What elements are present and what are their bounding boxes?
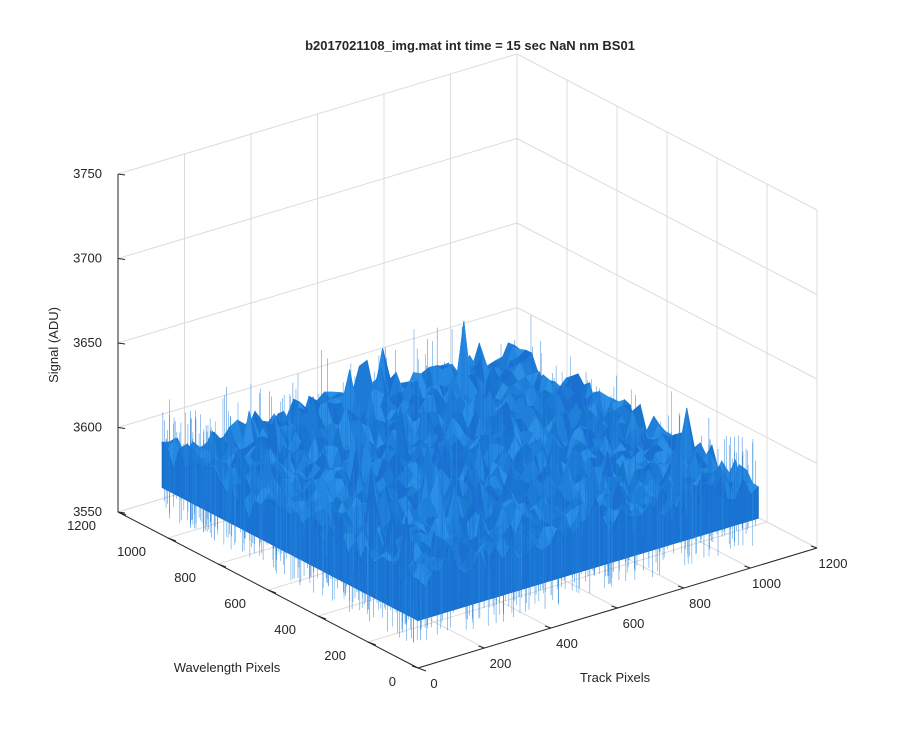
x-tick-label: 1000 bbox=[752, 576, 781, 591]
z-tick-label: 3600 bbox=[73, 420, 102, 435]
y-tick-label: 600 bbox=[224, 596, 246, 611]
x-tick bbox=[677, 585, 685, 589]
grid-line bbox=[516, 307, 818, 464]
x-tick bbox=[611, 605, 618, 609]
x-axis-label: Track Pixels bbox=[580, 670, 651, 685]
z-tick bbox=[117, 342, 126, 345]
y-tick bbox=[317, 615, 327, 620]
grid-line bbox=[117, 307, 518, 428]
y-tick bbox=[417, 667, 427, 672]
y-tick-label: 800 bbox=[174, 570, 196, 585]
y-tick bbox=[367, 641, 377, 646]
chart-title: b2017021108_img.mat int time = 15 sec Na… bbox=[305, 38, 635, 53]
z-tick-label: 3750 bbox=[73, 166, 102, 181]
x-tick bbox=[544, 625, 552, 629]
y-tick-label: 0 bbox=[389, 674, 396, 689]
y-tick bbox=[167, 537, 177, 542]
grid-line bbox=[516, 222, 818, 380]
z-tick-label: 3650 bbox=[73, 335, 102, 350]
grid-line bbox=[516, 53, 818, 211]
z-axis-label: Signal (ADU) bbox=[46, 307, 61, 383]
y-tick bbox=[267, 589, 277, 594]
tick-labels: 0 200 400 600 800 1000 1200 0 200 400 600 800 1000 12… bbox=[67, 166, 847, 691]
y-axis-label: Wavelength Pixels bbox=[174, 660, 281, 675]
grid-line bbox=[117, 53, 518, 175]
grid-line bbox=[117, 222, 518, 344]
x-tick-label: 800 bbox=[689, 596, 711, 611]
x-tick bbox=[744, 565, 751, 569]
x-tick-label: 0 bbox=[430, 676, 437, 691]
y-tick bbox=[217, 563, 227, 568]
grid-line bbox=[516, 138, 818, 295]
signal-surface bbox=[161, 315, 759, 643]
y-tick-label: 200 bbox=[324, 648, 346, 663]
z-tick-label: 3550 bbox=[73, 504, 102, 519]
x-tick-label: 400 bbox=[556, 636, 578, 651]
z-tick bbox=[117, 511, 126, 514]
x-tick-label: 1200 bbox=[819, 556, 848, 571]
z-tick bbox=[117, 173, 126, 176]
x-tick bbox=[810, 545, 818, 549]
y-tick-label: 1200 bbox=[67, 518, 96, 533]
y-tick-label: 400 bbox=[274, 622, 296, 637]
z-tick bbox=[117, 427, 126, 429]
tick-marks bbox=[117, 173, 818, 672]
z-tick-label: 3700 bbox=[73, 251, 102, 266]
z-tick bbox=[117, 258, 126, 260]
x-tick-label: 600 bbox=[623, 616, 645, 631]
x-tick-label: 200 bbox=[490, 656, 512, 671]
x-tick bbox=[411, 665, 419, 669]
y-tick-label: 1000 bbox=[117, 544, 146, 559]
x-tick bbox=[478, 645, 485, 649]
grid-line bbox=[117, 138, 518, 259]
